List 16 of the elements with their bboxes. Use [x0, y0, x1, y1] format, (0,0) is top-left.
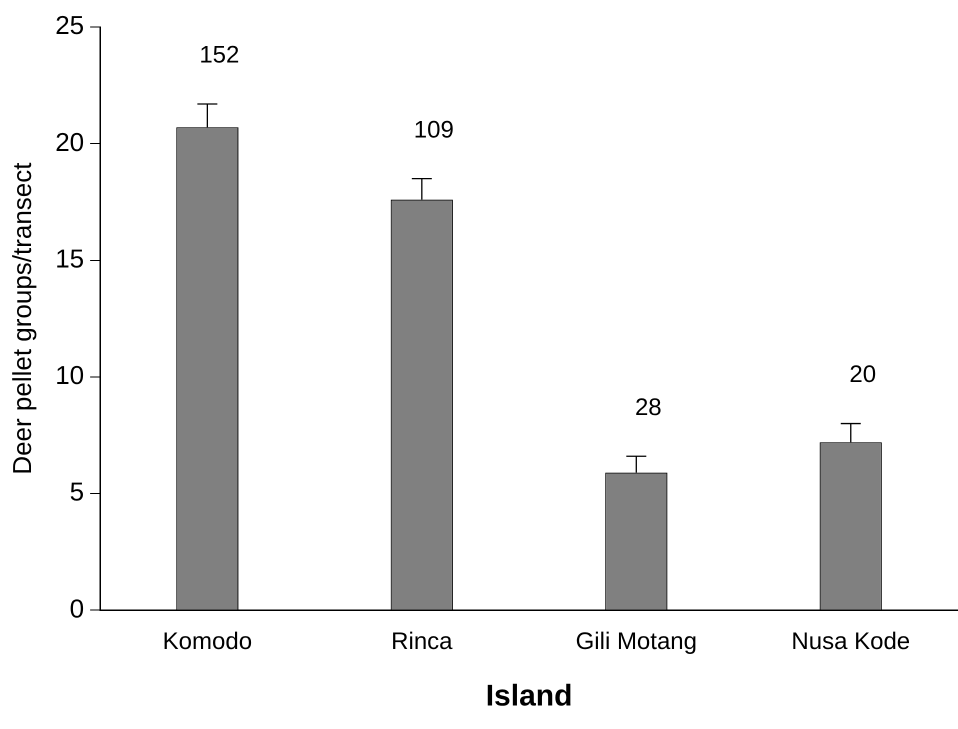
x-tick-label: Nusa Kode	[791, 628, 910, 656]
y-tick-label: 0	[70, 593, 84, 624]
annotation: 109	[414, 116, 454, 144]
y-tick-label: 10	[55, 360, 84, 390]
x-tick-label: Gili Motang	[576, 628, 697, 656]
y-tick-label: 5	[70, 476, 84, 507]
x-tick-label: Rinca	[391, 628, 454, 656]
x-tick-label: Komodo	[162, 628, 252, 656]
annotation: 20	[849, 361, 876, 388]
y-tick-label: 20	[55, 126, 84, 157]
y-tick-label: 25	[55, 10, 84, 40]
x-axis-title: Island	[486, 679, 572, 712]
annotation: 28	[634, 394, 662, 421]
y-tick-label: 15	[55, 243, 84, 274]
annotation: 152	[199, 42, 240, 69]
y-axis-title: Deer pellet groups/transect	[6, 162, 37, 475]
